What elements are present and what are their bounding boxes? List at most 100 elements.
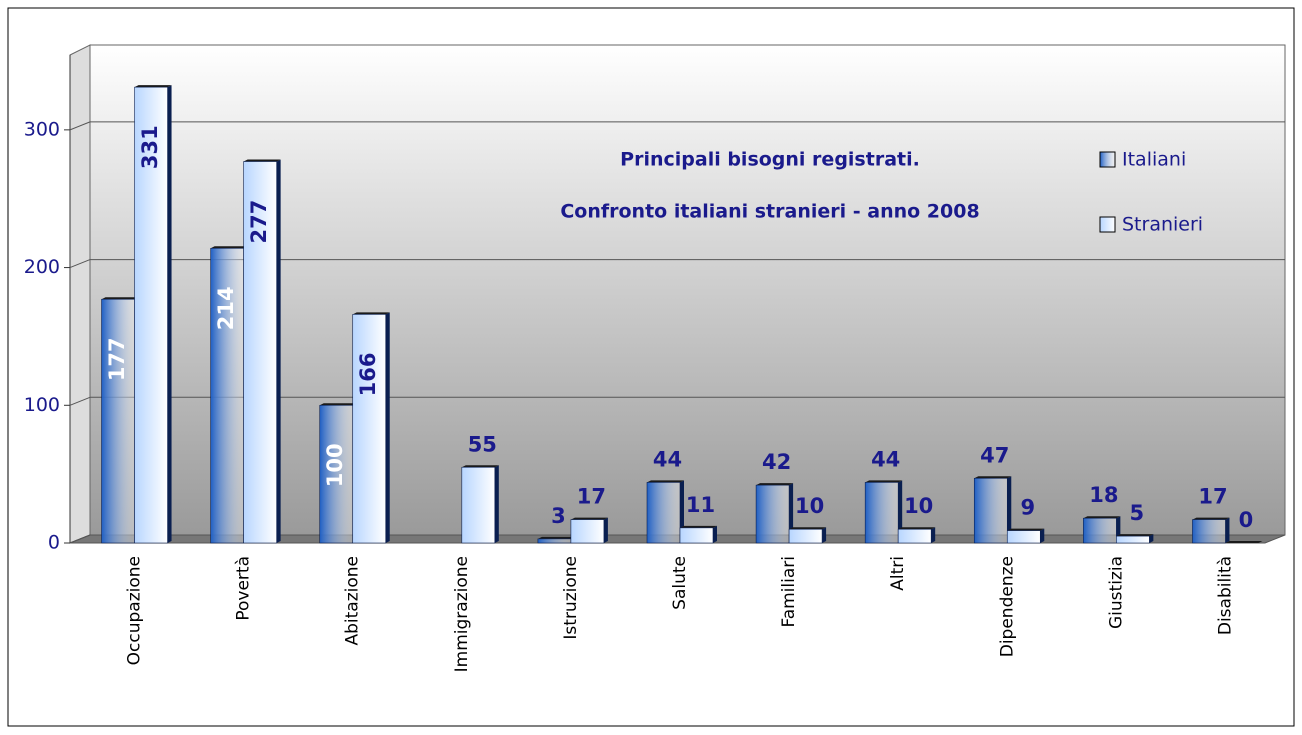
y-tick-label: 200: [24, 256, 60, 278]
grid-line: [69, 259, 91, 269]
bar-top: [537, 536, 575, 539]
grid-line: [69, 534, 91, 544]
y-tick-label: 300: [24, 118, 60, 140]
data-label: 17: [1198, 485, 1227, 509]
bar: [101, 298, 135, 544]
bar-side: [1149, 534, 1154, 543]
side-wall: [69, 44, 91, 544]
bar: [1006, 530, 1041, 544]
bar: [134, 86, 168, 544]
y-tick-label: 0: [48, 532, 60, 554]
bar-top: [101, 297, 139, 300]
x-tick-label: Occupazione: [125, 556, 145, 665]
bar-top: [756, 483, 794, 486]
bar: [646, 482, 681, 544]
bar: [461, 466, 496, 544]
bar-side: [1007, 476, 1012, 543]
x-tick-label: Abitazione: [343, 556, 363, 646]
data-label: 277: [247, 200, 271, 244]
chart-subtitle: Confronto italiani stranieri - anno 2008: [560, 201, 979, 223]
legend-swatch: [1099, 216, 1116, 233]
data-label: 10: [904, 494, 933, 518]
bar: [973, 477, 1008, 544]
bar-side: [931, 527, 936, 543]
data-label: 18: [1089, 483, 1118, 507]
data-label: 3: [551, 504, 566, 528]
bar: [864, 482, 899, 544]
data-label: 177: [105, 337, 129, 381]
bar-top: [1192, 517, 1230, 520]
y-tick-label: 100: [24, 394, 60, 416]
bar-top: [1116, 534, 1154, 537]
x-tick-label: Altri: [888, 556, 908, 591]
bar: [352, 314, 387, 544]
legend-label: Stranieri: [1122, 214, 1203, 236]
bar-side: [1225, 517, 1230, 543]
bar-top: [865, 480, 903, 483]
x-tick-label: Istruzione: [561, 556, 581, 640]
bar: [1083, 517, 1117, 544]
bar-top: [243, 159, 281, 162]
bar-top: [1007, 528, 1045, 531]
data-label: 11: [686, 493, 715, 517]
data-label: 0: [1239, 508, 1254, 532]
bar-top: [352, 312, 390, 315]
bar: [679, 527, 714, 544]
grid-line: [69, 121, 91, 131]
chart-title: Principali bisogni registrati.: [620, 149, 920, 171]
bar: [243, 161, 277, 544]
bar: [788, 528, 823, 544]
bar-top: [974, 476, 1012, 479]
bar-side: [167, 85, 172, 543]
data-label: 47: [980, 443, 1009, 467]
data-label: 17: [577, 485, 606, 509]
bar-top: [1083, 516, 1121, 519]
bar: [1192, 519, 1226, 544]
bar: [570, 519, 605, 544]
data-label: 331: [138, 125, 162, 169]
bar-side: [385, 312, 390, 543]
bar-top: [680, 525, 717, 528]
bar: [537, 538, 572, 544]
data-label: 55: [468, 432, 497, 456]
bar-top: [461, 465, 499, 468]
data-label: 42: [762, 450, 791, 474]
grid-line: [69, 396, 91, 406]
x-tick-label: Familiari: [779, 556, 799, 628]
bar: [897, 528, 932, 544]
bar-top: [570, 517, 608, 520]
legend-label: Italiani: [1122, 149, 1186, 171]
bar-top: [134, 85, 172, 88]
x-tick-label: Povertà: [234, 556, 254, 621]
bar-top: [1225, 541, 1263, 543]
bar-side: [276, 159, 281, 543]
x-tick-label: Immigrazione: [452, 556, 472, 672]
data-label: 214: [214, 286, 238, 330]
bar: [1116, 535, 1150, 544]
bar-top: [647, 480, 684, 483]
x-tick-label: Giustizia: [1106, 556, 1126, 629]
bar-side: [603, 517, 608, 543]
legend-swatch: [1099, 151, 1116, 168]
bar-top: [789, 527, 827, 530]
data-label: 5: [1130, 501, 1145, 525]
bar-top: [319, 403, 357, 406]
bar-side: [713, 525, 717, 543]
bar-side: [822, 527, 827, 543]
data-label: 10: [795, 494, 824, 518]
data-label: 44: [653, 447, 682, 471]
bar-side: [1040, 528, 1045, 543]
x-tick-label: Disabilità: [1215, 556, 1235, 635]
data-label: 100: [323, 443, 347, 487]
bar-side: [494, 465, 499, 543]
bar-top: [210, 246, 248, 249]
data-label: 166: [356, 352, 380, 396]
data-label: 9: [1020, 496, 1035, 520]
x-tick-label: Dipendenze: [997, 556, 1017, 657]
x-tick-label: Salute: [670, 556, 690, 610]
data-label: 44: [871, 447, 900, 471]
bar-top: [898, 527, 936, 530]
bar: [319, 404, 354, 544]
bar: [755, 484, 790, 544]
